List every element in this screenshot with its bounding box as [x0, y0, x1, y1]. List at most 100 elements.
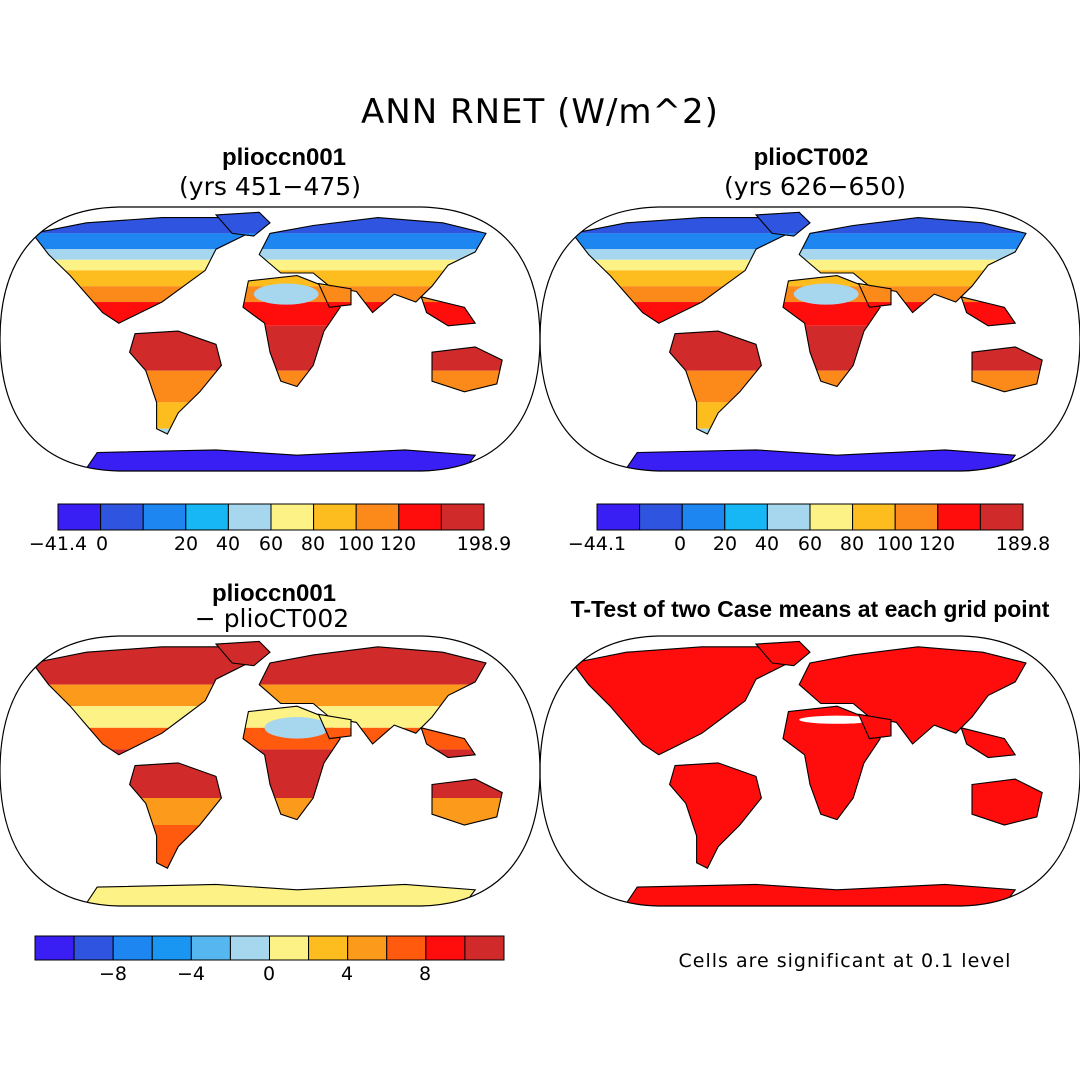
- colorbar-swatch: [809, 503, 854, 531]
- color-band: [129, 825, 222, 869]
- continent-antarctica: [81, 884, 476, 906]
- color-band: [0, 402, 540, 428]
- colorbar-tick-label: −44.1: [568, 533, 626, 555]
- color-band: [432, 346, 503, 371]
- color-band: [540, 429, 1080, 440]
- coastline: [960, 727, 1017, 759]
- colorbar-swatch: [937, 503, 981, 531]
- panel-3-subtitle: − plioCT002: [194, 604, 350, 633]
- panel-3-title: plioccn001: [211, 580, 337, 607]
- colorbar-swatch: [681, 503, 726, 531]
- sahara-patch: [253, 283, 319, 305]
- continent-antarctica: [621, 884, 1016, 906]
- color-band: [540, 429, 1080, 440]
- figure-title: ANN RNET (W/m^2): [361, 92, 719, 132]
- colorbar-tick-label: 198.9: [457, 533, 511, 555]
- colorbar-tick-label: 4: [341, 963, 353, 985]
- colorbar-tick-label: 189.8: [996, 533, 1050, 555]
- colorbar-swatch: [724, 503, 768, 531]
- color-band: [0, 402, 540, 428]
- land-group: [0, 640, 540, 906]
- color-band: [0, 402, 540, 428]
- coastline: [317, 713, 352, 740]
- map-panel-1: [0, 206, 541, 472]
- colorbar-2: −44.1 0 20 40 60 80 100 120 189.8: [568, 503, 1050, 555]
- color-band: [0, 429, 540, 440]
- color-band: [972, 370, 1043, 392]
- coastline: [258, 217, 487, 314]
- color-band: [0, 402, 540, 428]
- color-band: [540, 402, 1080, 428]
- color-band: [540, 402, 1080, 428]
- coastline: [668, 762, 762, 869]
- coastline: [431, 778, 503, 826]
- coastline: [79, 883, 477, 906]
- color-band: [621, 884, 1016, 906]
- colorbar-tick-label: 20: [713, 533, 737, 555]
- color-band: [621, 449, 1016, 471]
- colorbar-swatch: [464, 935, 505, 961]
- colorbar-swatch: [852, 503, 896, 531]
- color-band: [318, 286, 351, 303]
- color-band: [0, 429, 540, 440]
- color-band: [669, 402, 762, 429]
- coastline: [668, 330, 763, 435]
- coastline: [971, 778, 1043, 826]
- coastline: [214, 211, 271, 237]
- colorbar-swatch: [112, 935, 153, 961]
- color-band: [799, 302, 1026, 313]
- color-band: [0, 825, 540, 874]
- colorbar-swatch: [229, 935, 271, 961]
- color-band: [756, 212, 810, 234]
- color-band: [540, 429, 1080, 440]
- coastline: [754, 211, 811, 237]
- color-band: [540, 402, 1080, 428]
- panel-1-subtitle: (yrs 451−475): [179, 172, 361, 201]
- map-border: [0, 635, 541, 907]
- coastline: [619, 449, 1017, 471]
- coastline: [431, 346, 503, 393]
- colorbar-tick-label: 40: [755, 533, 779, 555]
- color-band: [540, 429, 1080, 440]
- colorbar-swatch: [639, 503, 683, 531]
- coastline: [31, 646, 250, 756]
- colorbar-swatch: [190, 935, 231, 961]
- color-band: [0, 825, 540, 874]
- color-band: [0, 825, 540, 874]
- colorbar-1: −41.4 0 20 40 60 80 100 120 198.9: [29, 503, 511, 555]
- color-band: [0, 429, 540, 440]
- color-band: [259, 684, 486, 707]
- colorbar-swatch: [185, 503, 229, 531]
- color-band: [0, 402, 540, 428]
- color-band: [858, 302, 891, 308]
- colorbar-swatch: [57, 503, 102, 531]
- map-panel-4: [539, 635, 1080, 907]
- color-band: [0, 402, 540, 428]
- colorbar-swatch: [269, 935, 310, 961]
- land-group: [540, 211, 1080, 471]
- color-band: [669, 428, 762, 434]
- color-band: [32, 259, 249, 271]
- color-band: [0, 825, 540, 874]
- color-band: [259, 259, 486, 271]
- color-band: [318, 302, 351, 308]
- colorbar-tick-label: 0: [96, 533, 108, 555]
- colorbar-swatch: [979, 503, 1024, 531]
- coastline: [857, 282, 892, 308]
- color-band: [783, 302, 881, 326]
- color-band: [243, 302, 341, 326]
- color-band: [540, 402, 1080, 428]
- color-band: [0, 429, 540, 440]
- coastline: [798, 646, 1027, 745]
- colorbar-swatch: [894, 503, 939, 531]
- colorbar-tick-label: 0: [263, 963, 275, 985]
- coastline: [971, 346, 1043, 393]
- colorbar-swatch: [227, 503, 272, 531]
- color-band: [799, 259, 1026, 271]
- sahara-patch: [793, 283, 859, 305]
- color-band: [972, 346, 1043, 371]
- colorbar-swatch: [34, 935, 75, 961]
- colorbar-swatch: [142, 503, 187, 531]
- color-band: [318, 727, 351, 739]
- colorbar-tick-label: 20: [174, 533, 198, 555]
